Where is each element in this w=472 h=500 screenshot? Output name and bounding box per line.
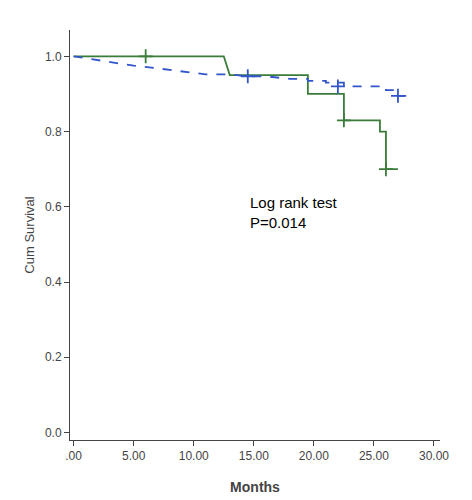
svg-text:20.00: 20.00 <box>299 449 329 463</box>
svg-text:Cum Survival: Cum Survival <box>22 196 37 273</box>
svg-text:30.00: 30.00 <box>419 449 449 463</box>
svg-text:0.8: 0.8 <box>45 125 62 139</box>
svg-text:Months: Months <box>230 479 280 495</box>
svg-text:0.2: 0.2 <box>45 350 62 364</box>
svg-text:10.00: 10.00 <box>179 449 209 463</box>
svg-text:.00: .00 <box>65 449 82 463</box>
svg-text:15.00: 15.00 <box>239 449 269 463</box>
svg-text:25.00: 25.00 <box>359 449 389 463</box>
svg-text:Log rank testP=0.014: Log rank testP=0.014 <box>250 194 338 231</box>
svg-text:0.0: 0.0 <box>45 426 62 440</box>
svg-text:0.6: 0.6 <box>45 200 62 214</box>
svg-text:1.0: 1.0 <box>45 50 62 64</box>
svg-text:5.00: 5.00 <box>122 449 146 463</box>
svg-text:0.4: 0.4 <box>45 275 62 289</box>
